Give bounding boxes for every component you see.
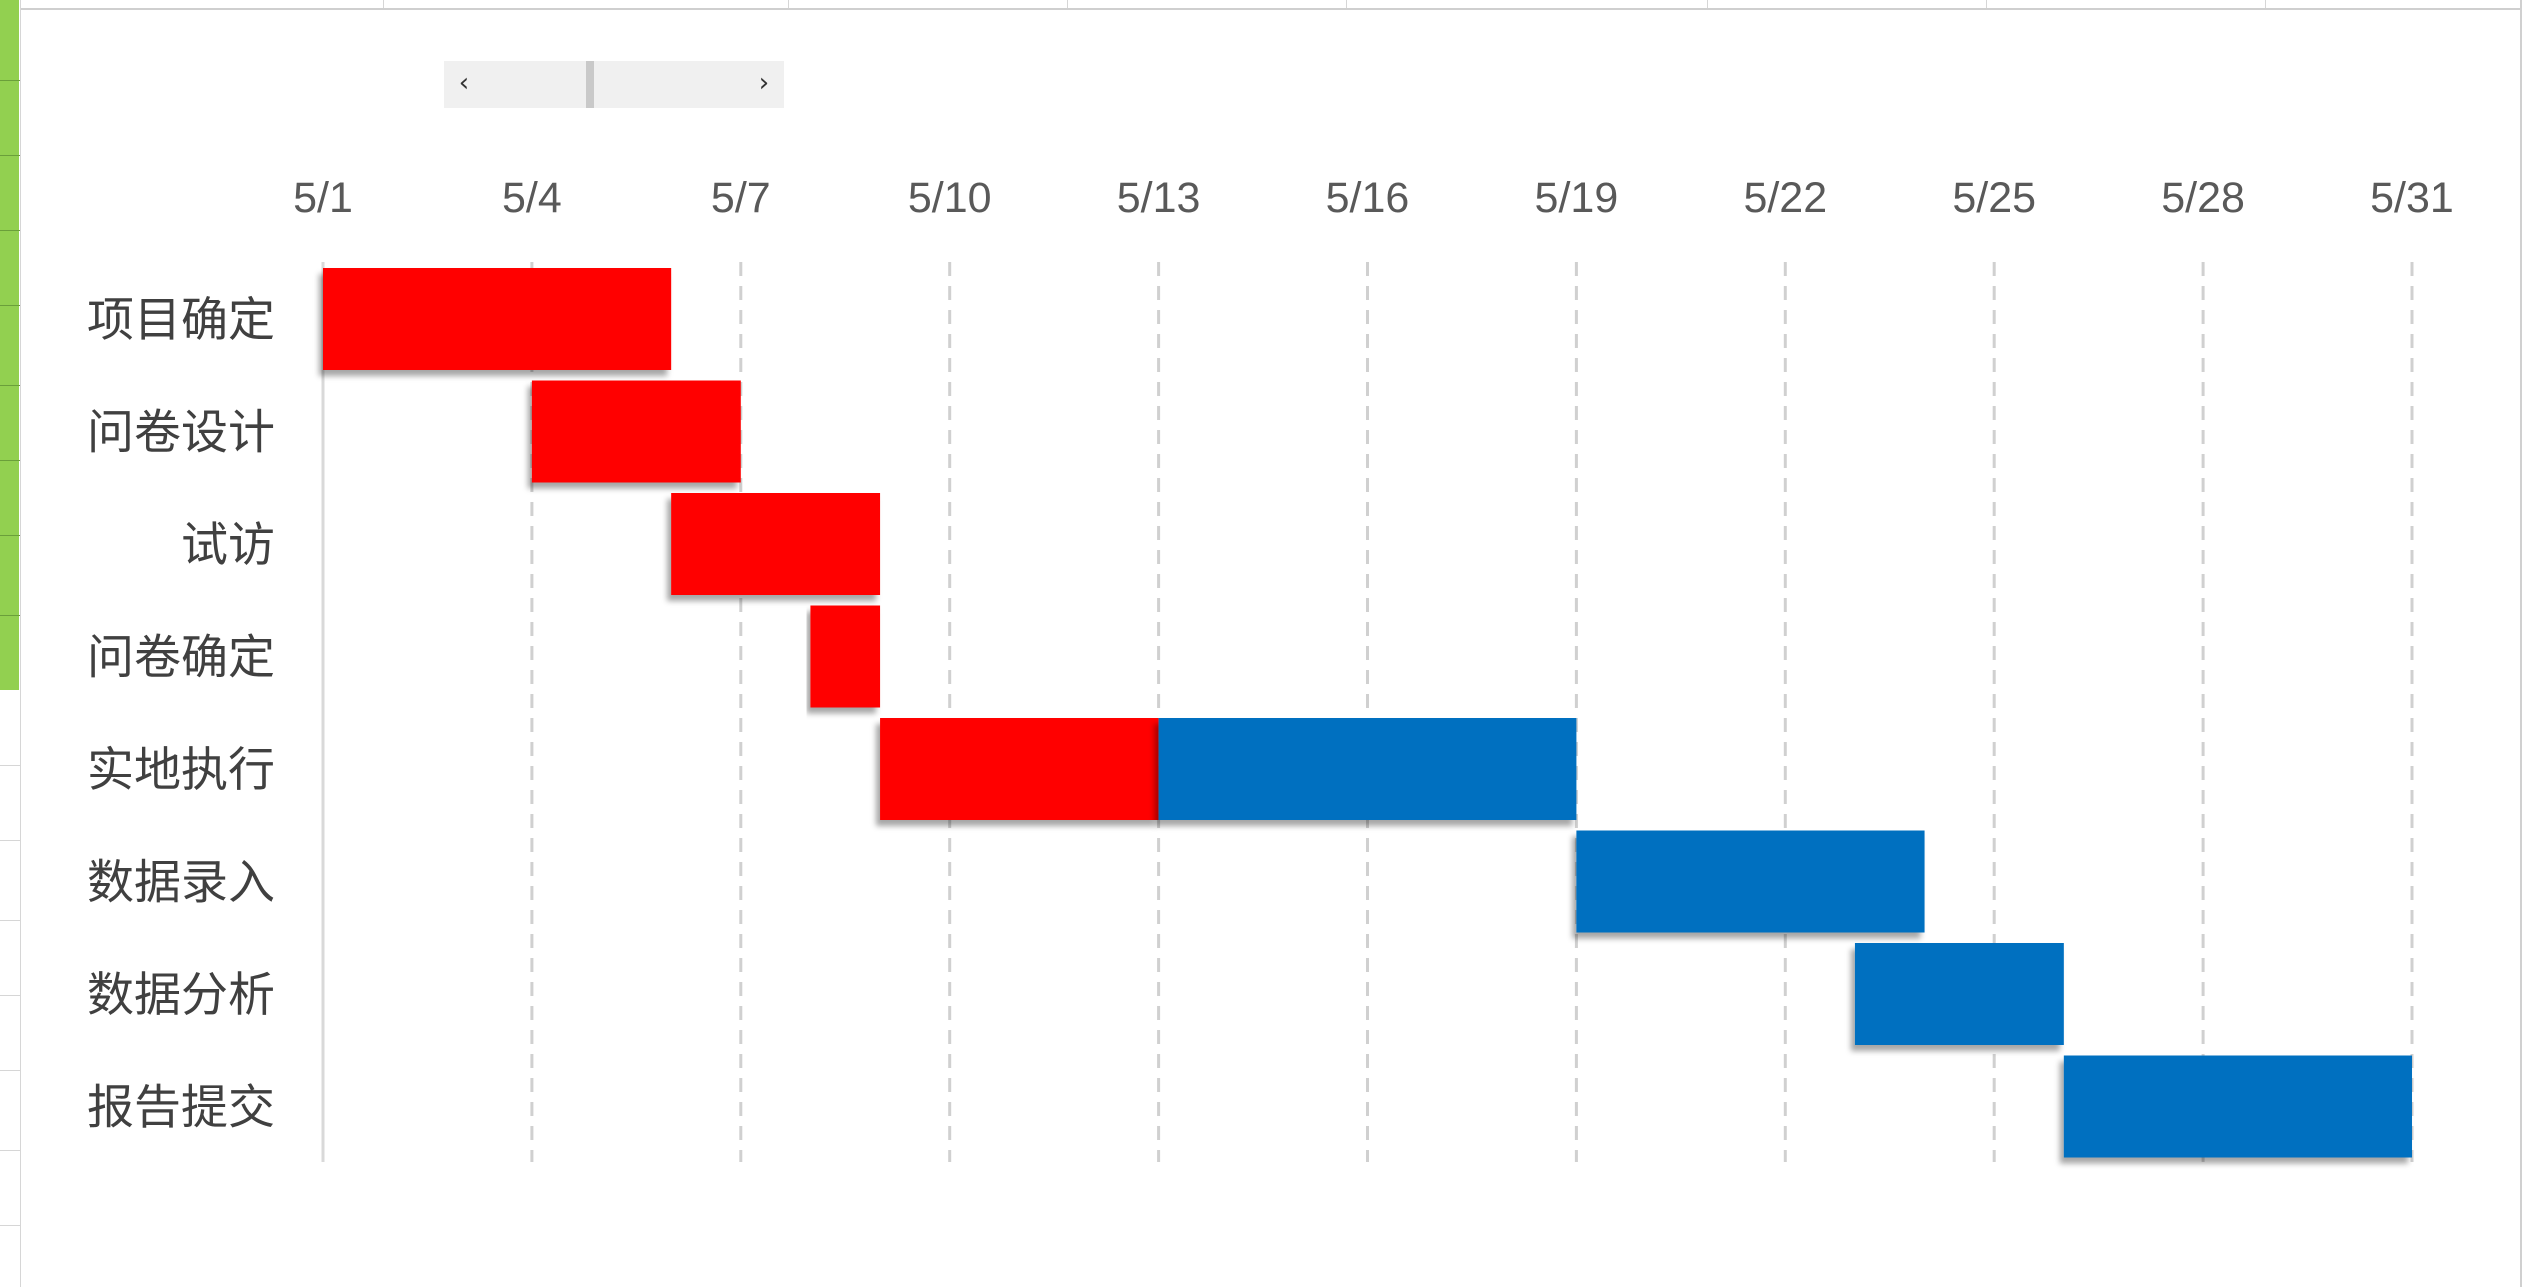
task-label: 问卷确定 <box>87 631 275 686</box>
sheet-column-divider <box>788 0 789 8</box>
chart-scrollbar[interactable]: ‹ › <box>444 61 784 108</box>
task-label: 数据分析 <box>87 968 275 1023</box>
scroll-thumb[interactable] <box>586 61 594 108</box>
sheet-column-divider <box>1707 0 1708 8</box>
sheet-row-divider <box>0 385 20 386</box>
bars <box>323 268 2412 1158</box>
gantt-bar <box>1576 830 1925 933</box>
x-tick-label: 5/28 <box>2161 174 2245 222</box>
sheet-row-divider <box>0 155 20 156</box>
sheet-row-divider <box>0 840 20 841</box>
sheet-column-divider <box>1986 0 1987 8</box>
sheet-column-divider <box>1346 0 1347 8</box>
sheet-row-divider <box>0 535 20 536</box>
spreadsheet-column-header-strip <box>0 0 2534 10</box>
gantt-bar <box>1158 718 1577 820</box>
task-label: 实地执行 <box>87 743 275 798</box>
sheet-row-divider <box>0 765 20 766</box>
x-tick-label: 5/25 <box>1952 174 2036 222</box>
sheet-row-divider <box>0 615 20 616</box>
sheet-row-divider <box>0 230 20 231</box>
spreadsheet-row-strip <box>0 0 21 1287</box>
gantt-bar <box>880 718 1159 820</box>
sheet-row-divider <box>0 995 20 996</box>
task-label: 项目确定 <box>87 293 275 348</box>
scroll-right-button[interactable]: › <box>758 68 770 98</box>
scroll-left-button[interactable]: ‹ <box>458 68 470 98</box>
sheet-row-divider <box>0 460 20 461</box>
x-axis: 5/1 5/4 5/7 5/10 5/13 5/16 5/19 5/22 5/25 5/28 5/3… <box>293 174 2454 222</box>
gridlines <box>321 262 2414 1162</box>
sheet-row-divider <box>0 305 20 306</box>
sheet-row-divider <box>0 1150 20 1151</box>
x-tick-label: 5/16 <box>1326 174 1410 222</box>
sheet-column-divider <box>1067 0 1068 8</box>
x-tick-label: 5/22 <box>1743 174 1827 222</box>
sheet-column-divider <box>2265 0 2266 8</box>
task-label: 试访 <box>181 518 275 573</box>
sheet-row-divider <box>0 920 20 921</box>
gantt-bar <box>323 268 672 370</box>
x-tick-label: 5/19 <box>1535 174 1619 222</box>
gantt-bar <box>671 493 881 595</box>
task-label: 报告提交 <box>87 1081 275 1136</box>
sheet-column-divider <box>383 0 384 8</box>
x-tick-label: 5/7 <box>711 174 771 222</box>
x-tick-label: 5/10 <box>908 174 992 222</box>
highlighted-cells <box>0 0 19 690</box>
task-label: 数据录入 <box>87 856 275 911</box>
gantt-bar <box>810 605 881 708</box>
gantt-bar <box>2063 1055 2412 1158</box>
task-label: 问卷设计 <box>87 406 275 461</box>
x-tick-label: 5/4 <box>502 174 562 222</box>
gantt-bar <box>1854 943 2064 1045</box>
x-tick-label: 5/13 <box>1117 174 1201 222</box>
x-tick-label: 5/1 <box>293 174 353 222</box>
sheet-row-divider <box>0 1225 20 1226</box>
sheet-row-divider <box>0 80 20 81</box>
x-tick-label: 5/31 <box>2370 174 2454 222</box>
gantt-bar <box>531 380 741 483</box>
spreadsheet-right-strip <box>2520 0 2534 1287</box>
sheet-row-divider <box>0 1070 20 1071</box>
